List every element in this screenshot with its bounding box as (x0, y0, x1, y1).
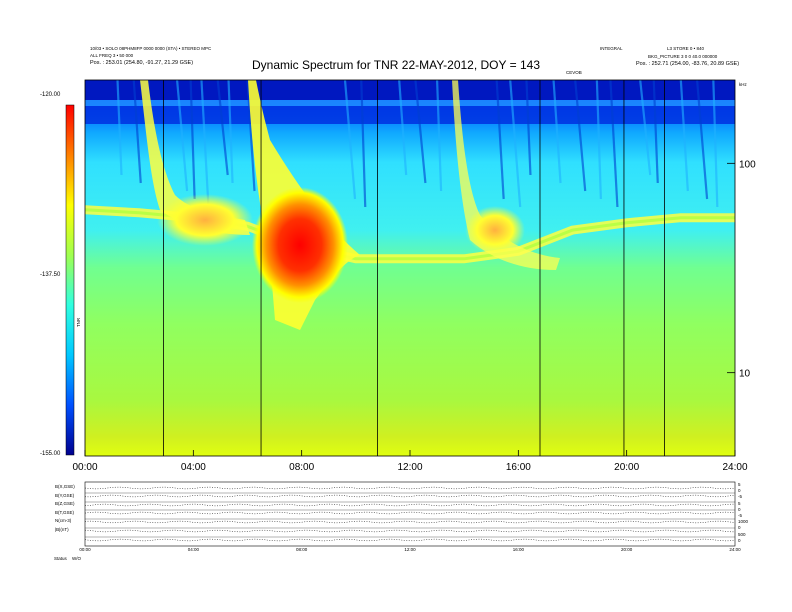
lower-time-ticks: 00:00 04:00 08:00 12:00 16:00 20:00 24:00 (79, 547, 741, 552)
footer-tag: W/O (72, 556, 81, 561)
radio-streak (398, 80, 408, 176)
lower-time-tick-label: 12:00 (404, 547, 416, 552)
lower-time-tick-label: 08:00 (296, 547, 308, 552)
radio-streak (609, 80, 619, 208)
lower-data-trace (84, 494, 736, 498)
lower-panel-value: 0 (738, 537, 741, 543)
colorbar (65, 104, 75, 456)
radio-streak (343, 80, 357, 200)
lower-data-trace (84, 511, 736, 515)
top-light-band (85, 100, 735, 106)
radio-streak (132, 80, 142, 184)
x-tick-label: 00:00 (72, 462, 97, 473)
lower-data-trace (84, 486, 736, 490)
radio-streak (639, 80, 652, 176)
x-tick-label: 04:00 (181, 462, 206, 473)
lower-panel-value: 500 (738, 531, 746, 537)
radio-streak (216, 80, 229, 176)
burst-3-core (465, 206, 525, 254)
lower-time-tick-label: 24:00 (729, 547, 741, 552)
spectrogram-image (85, 80, 735, 456)
burst-1-core (157, 194, 253, 246)
y-tick-label: 100 (739, 159, 756, 170)
chart-title: Dynamic Spectrum for TNR 22-MAY-2012, DO… (251, 58, 540, 72)
colorbar-mid-label: -137.50 (40, 272, 61, 278)
radio-streak (552, 80, 562, 184)
radio-streak (509, 80, 522, 208)
header-info-left-2: ALL FREQ 3 • 50 000 (90, 53, 134, 58)
colorbar-top-label: -120.00 (40, 92, 61, 98)
lower-data-trace (84, 529, 736, 533)
lower-panels-frame (84, 481, 736, 547)
lower-panel-value: 0 (738, 488, 741, 494)
lower-time-tick-label: 04:00 (188, 547, 200, 552)
radio-streak (414, 80, 427, 184)
lower-panel-label: B(X,GSE) (55, 484, 75, 489)
lower-panel-rows (84, 486, 736, 542)
header-info-left-1: 10/03 • SOLO 08PHM8FP 0000 0000 (STA) • … (90, 46, 212, 51)
burst-1-tail (140, 80, 250, 235)
lower-panel-label: B(T,GSE) (55, 509, 75, 515)
radio-streak (189, 80, 196, 200)
radio-streak (712, 80, 719, 208)
lower-time-tick-label: 16:00 (513, 547, 525, 552)
lower-panel-value: 1000 (738, 519, 749, 525)
radio-streak (652, 80, 659, 184)
lower-data-trace (84, 503, 736, 507)
radio-streak (227, 80, 234, 184)
lower-panel-label: N(cm-3) (55, 518, 72, 524)
header-info-left-3: Pos. : 253.01 (254.80, -91.27, 21.29 GSE… (90, 60, 194, 66)
lower-panel-value: 5 (738, 482, 741, 487)
radio-streak (525, 80, 532, 176)
lower-panel-value: -5 (738, 513, 743, 518)
lower-panel-value: 0 (738, 525, 741, 531)
lower-time-tick-label: 00:00 (79, 547, 91, 552)
vertical-markers (163, 80, 665, 456)
colorbar-bottom-label: -155.00 (40, 451, 61, 457)
radio-streaks (116, 80, 719, 208)
radio-streak (435, 80, 443, 192)
y-axis: 100 10 (727, 159, 756, 380)
footer-label: Status (54, 556, 67, 561)
radio-streak (574, 80, 587, 192)
radio-streak (246, 80, 256, 192)
lower-panel-label: B(Z,GSE) (55, 501, 75, 507)
x-tick-label: 12:00 (397, 462, 422, 473)
x-tick-label: 24:00 (722, 462, 747, 473)
radio-streak (175, 80, 189, 192)
header-info-right-4: Pos. : 252.71 (254.00, -83.76, 20.89 GSE… (636, 61, 740, 67)
marker-label: CEVOB (566, 70, 582, 75)
x-tick-label: 08:00 (289, 462, 314, 473)
radio-streak (695, 80, 709, 200)
top-dark-band-2 (85, 106, 735, 124)
lower-time-tick-label: 20:00 (621, 547, 633, 552)
x-axis: 00:00 04:00 08:00 12:00 16:00 20:00 24:00 (72, 450, 748, 473)
radio-streak (116, 80, 123, 176)
lower-panel-value: 5 (738, 500, 741, 506)
top-right-tag: kHz (739, 82, 747, 87)
header-info-right-3: BKG_PICTURE 3 0 0 40.0 000000 (648, 54, 718, 59)
lower-data-trace (84, 520, 736, 524)
radio-streak (200, 80, 210, 208)
header-info-right-1: INTEGRAL (600, 46, 623, 51)
radio-streak (495, 80, 505, 200)
lower-panel-label: |B|(nT) (55, 527, 69, 532)
lower-panel-label: B(Y,GSE) (55, 492, 75, 498)
lower-panel-value: 0 (738, 506, 741, 512)
radio-streak (595, 80, 602, 200)
radio-streak (360, 80, 367, 208)
lower-panel-value: -5 (738, 494, 743, 500)
burst-2-core (252, 187, 348, 303)
radio-streak (679, 80, 689, 192)
x-tick-label: 20:00 (614, 462, 639, 473)
header-info-right-2: L3 STORE 0 • 840 (667, 46, 705, 51)
lower-data-trace (84, 538, 736, 542)
x-tick-label: 16:00 (506, 462, 531, 473)
y-tick-label: 10 (739, 369, 751, 380)
